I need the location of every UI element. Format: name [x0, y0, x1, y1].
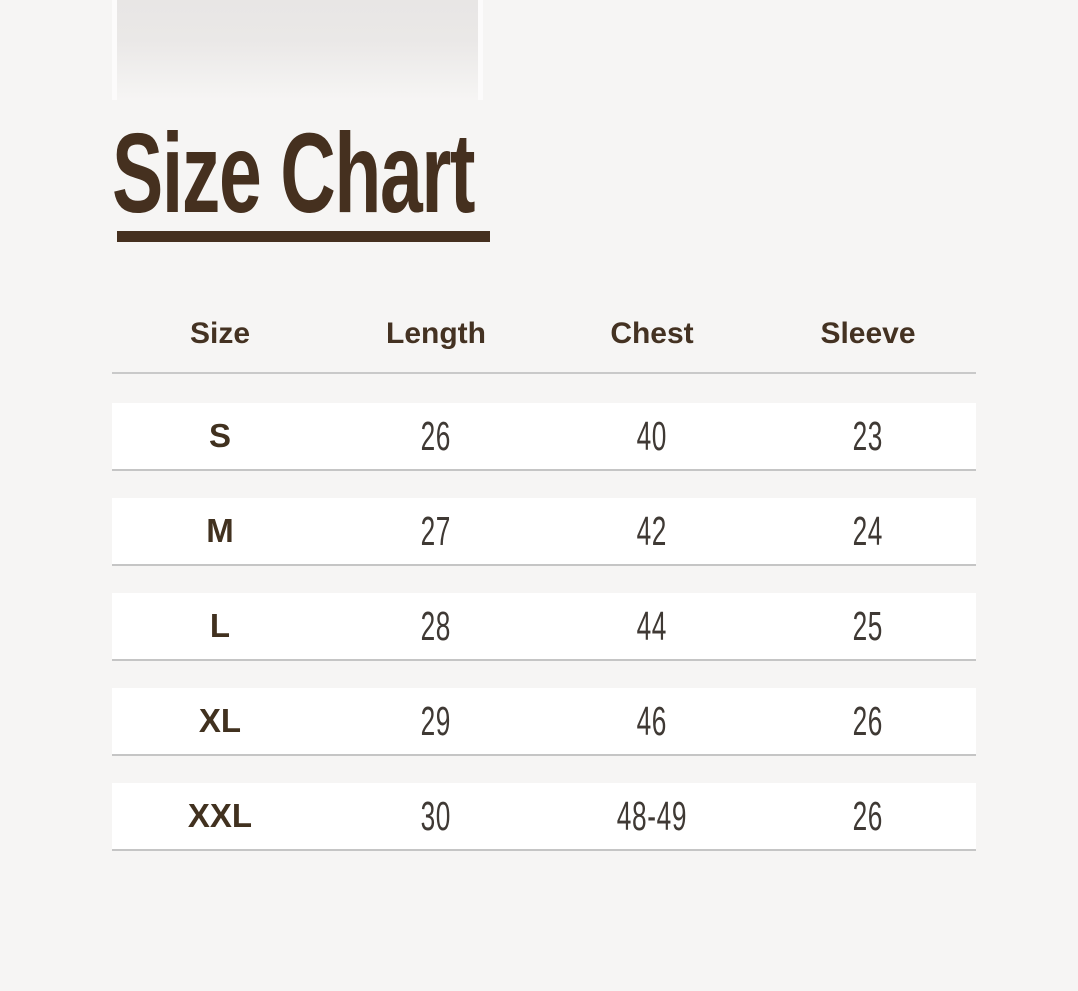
cell-sleeve: 24 [760, 508, 976, 555]
cell-size: S [112, 417, 328, 455]
size-chart-table: Size Length Chest Sleeve S 26 40 23 M 27… [112, 296, 976, 851]
cell-size: XL [112, 702, 328, 740]
column-header-length: Length [386, 317, 486, 350]
table-row: S 26 40 23 [112, 403, 976, 471]
cell-length: 28 [328, 603, 544, 650]
table-row: M 27 42 24 [112, 498, 976, 566]
cell-sleeve: 25 [760, 603, 976, 650]
size-label: L [209, 607, 231, 644]
cell-size: L [112, 607, 328, 645]
chest-value: 46 [636, 697, 668, 744]
column-header-size: Size [189, 317, 251, 350]
cell-sleeve: 26 [760, 793, 976, 840]
column-header-chest: Chest [610, 317, 694, 350]
table-row: XXL 30 48-49 26 [112, 783, 976, 851]
table-row: L 28 44 25 [112, 593, 976, 661]
cell-size: M [112, 512, 328, 550]
cell-length: 29 [328, 698, 544, 745]
chest-value: 42 [636, 507, 668, 554]
cell-chest: 44 [544, 603, 760, 650]
cell-chest: 40 [544, 413, 760, 460]
size-label: S [208, 417, 231, 454]
column-header-sleeve: Sleeve [820, 317, 916, 350]
cell-length: 26 [328, 413, 544, 460]
cell-chest: 46 [544, 698, 760, 745]
cell-length: 27 [328, 508, 544, 555]
header-separator [112, 372, 976, 374]
cell-sleeve: 26 [760, 698, 976, 745]
cell-size: XXL [112, 797, 328, 835]
length-value: 27 [420, 507, 452, 554]
title-underline [117, 231, 490, 242]
sleeve-value: 26 [852, 792, 884, 839]
sleeve-value: 26 [852, 697, 884, 744]
chest-value: 40 [636, 412, 668, 459]
length-value: 30 [420, 792, 452, 839]
length-value: 26 [420, 412, 452, 459]
sleeve-value: 25 [852, 602, 884, 649]
page-title: Size Chart [112, 110, 476, 236]
length-value: 29 [420, 697, 452, 744]
sleeve-value: 23 [852, 412, 884, 459]
cell-chest: 48-49 [544, 793, 760, 840]
table-header-row: Size Length Chest Sleeve [112, 296, 976, 372]
cell-length: 30 [328, 793, 544, 840]
table-row: XL 29 46 26 [112, 688, 976, 756]
cell-sleeve: 23 [760, 413, 976, 460]
sleeve-value: 24 [852, 507, 884, 554]
size-label: M [206, 512, 234, 549]
chest-value: 48-49 [616, 792, 688, 839]
product-image-bottom-fade [112, 0, 483, 100]
cell-chest: 42 [544, 508, 760, 555]
size-label: XXL [187, 797, 253, 834]
size-label: XL [198, 702, 242, 739]
length-value: 28 [420, 602, 452, 649]
table-body: S 26 40 23 M 27 42 24 L 28 44 25 XL 29 4… [112, 403, 976, 851]
chest-value: 44 [636, 602, 668, 649]
